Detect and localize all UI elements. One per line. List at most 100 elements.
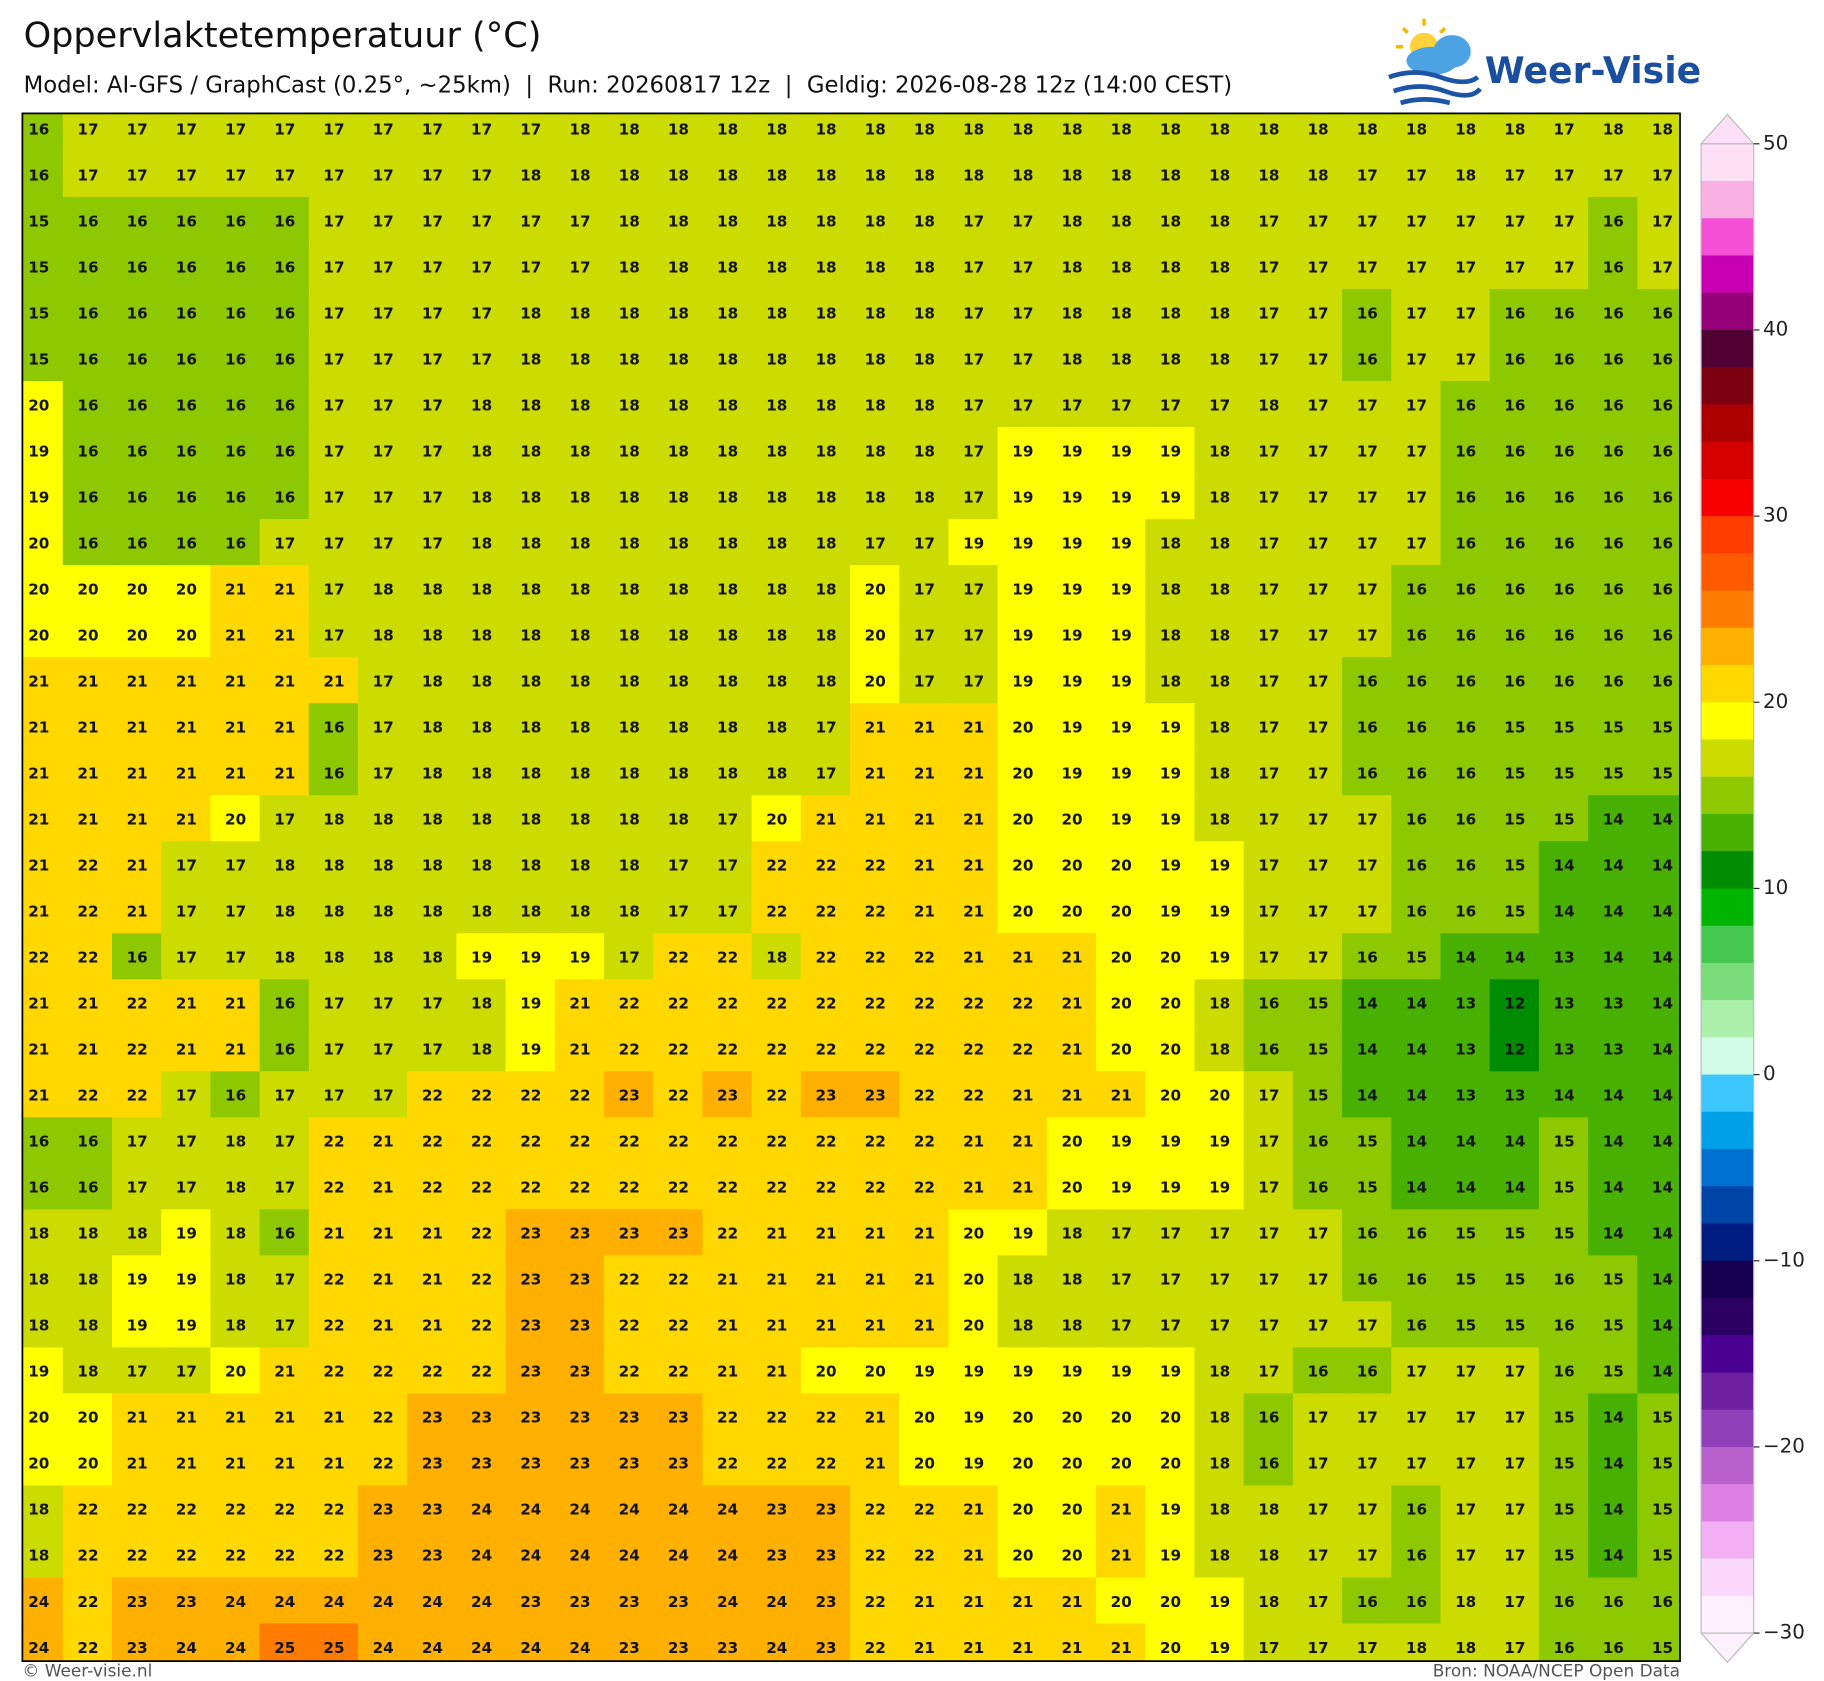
temperature-value: 20 bbox=[1012, 764, 1033, 782]
temperature-value: 16 bbox=[1504, 488, 1525, 506]
temperature-cell bbox=[407, 749, 458, 797]
temperature-cell bbox=[1046, 1393, 1098, 1441]
temperature-cell bbox=[800, 1025, 852, 1073]
temperature-value: 24 bbox=[323, 1593, 344, 1611]
temperature-value: 17 bbox=[1406, 304, 1427, 322]
temperature-cell bbox=[161, 1025, 212, 1073]
temperature-cell bbox=[259, 243, 310, 291]
temperature-cell bbox=[850, 703, 901, 751]
temperature-value: 15 bbox=[1307, 1041, 1328, 1059]
temperature-value: 22 bbox=[422, 1179, 443, 1197]
temperature-value: 18 bbox=[766, 212, 787, 230]
temperature-cell bbox=[800, 289, 852, 337]
temperature-cell bbox=[554, 1209, 606, 1257]
temperature-cell bbox=[259, 1347, 310, 1395]
temperature-value: 17 bbox=[1111, 1317, 1132, 1335]
temperature-cell bbox=[161, 611, 212, 659]
temperature-cell bbox=[1194, 887, 1245, 935]
temperature-cell bbox=[456, 1577, 507, 1625]
temperature-value: 22 bbox=[422, 1087, 443, 1105]
colorbar-segment bbox=[1701, 329, 1754, 368]
temperature-cell bbox=[554, 1163, 606, 1211]
temperature-cell bbox=[1538, 473, 1590, 521]
temperature-value: 22 bbox=[865, 995, 886, 1013]
temperature-cell bbox=[1096, 1531, 1147, 1579]
temperature-value: 21 bbox=[1111, 1639, 1132, 1657]
temperature-cell bbox=[1145, 703, 1196, 751]
temperature-value: 15 bbox=[1554, 1547, 1575, 1565]
temperature-cell bbox=[1588, 565, 1639, 613]
temperature-cell bbox=[948, 289, 999, 337]
temperature-value: 18 bbox=[422, 949, 443, 967]
temperature-cell bbox=[1637, 1531, 1681, 1579]
colorbar-segment bbox=[1701, 1372, 1754, 1411]
temperature-cell bbox=[1194, 1301, 1245, 1349]
temperature-value: 16 bbox=[225, 304, 246, 322]
temperature-value: 17 bbox=[717, 857, 738, 875]
temperature-cell bbox=[210, 1163, 261, 1211]
temperature-cell bbox=[702, 933, 753, 981]
temperature-value: 18 bbox=[619, 350, 640, 368]
temperature-cell bbox=[1538, 703, 1590, 751]
temperature-value: 18 bbox=[569, 810, 590, 828]
temperature-cell bbox=[1046, 197, 1098, 245]
temperature-cell bbox=[456, 1531, 507, 1579]
temperature-cell bbox=[161, 519, 212, 567]
temperature-value: 22 bbox=[471, 1317, 492, 1335]
temperature-cell bbox=[1342, 611, 1393, 659]
temperature-value: 18 bbox=[569, 166, 590, 184]
temperature-value: 14 bbox=[1357, 1041, 1378, 1059]
temperature-cell bbox=[800, 1623, 852, 1662]
temperature-cell bbox=[850, 611, 901, 659]
temperature-value: 18 bbox=[1061, 166, 1082, 184]
temperature-cell bbox=[1145, 427, 1196, 475]
temperature-value: 17 bbox=[1504, 1501, 1525, 1519]
temperature-value: 18 bbox=[963, 120, 984, 138]
temperature-cell bbox=[1588, 289, 1639, 337]
temperature-cell bbox=[948, 657, 999, 705]
temperature-cell bbox=[751, 289, 803, 337]
temperature-cell bbox=[554, 197, 606, 245]
temperature-cell bbox=[800, 381, 852, 429]
temperature-value: 17 bbox=[619, 949, 640, 967]
temperature-cell bbox=[259, 473, 310, 521]
colorbar-segment bbox=[1701, 1074, 1754, 1113]
logo-cloud bbox=[1406, 35, 1471, 75]
temperature-cell bbox=[1292, 197, 1344, 245]
temperature-value: 17 bbox=[1455, 1547, 1476, 1565]
temperature-value: 17 bbox=[1012, 304, 1033, 322]
temperature-value: 16 bbox=[1455, 718, 1476, 736]
temperature-value: 15 bbox=[1504, 1317, 1525, 1335]
temperature-value: 17 bbox=[963, 580, 984, 598]
temperature-cell bbox=[308, 473, 360, 521]
temperature-value: 18 bbox=[668, 580, 689, 598]
temperature-cell bbox=[1342, 243, 1393, 291]
temperature-cell bbox=[1489, 151, 1541, 199]
temperature-cell bbox=[1194, 381, 1245, 429]
temperature-value: 16 bbox=[1652, 442, 1673, 460]
temperature-value: 18 bbox=[914, 396, 935, 414]
temperature-value: 16 bbox=[77, 212, 98, 230]
temperature-cell bbox=[604, 1025, 655, 1073]
temperature-cell bbox=[1391, 289, 1442, 337]
temperature-value: 20 bbox=[176, 580, 197, 598]
temperature-value: 17 bbox=[963, 304, 984, 322]
temperature-value: 18 bbox=[1209, 1501, 1230, 1519]
temperature-value: 18 bbox=[422, 672, 443, 690]
temperature-cell bbox=[800, 473, 852, 521]
temperature-value: 21 bbox=[963, 949, 984, 967]
temperature-cell bbox=[308, 1301, 360, 1349]
temperature-value: 18 bbox=[668, 442, 689, 460]
temperature-cell bbox=[210, 1485, 261, 1533]
temperature-cell bbox=[1046, 151, 1098, 199]
temperature-value: 16 bbox=[1258, 1409, 1279, 1427]
temperature-cell bbox=[1391, 749, 1442, 797]
temperature-cell bbox=[1391, 1025, 1442, 1073]
temperature-value: 18 bbox=[619, 626, 640, 644]
temperature-cell bbox=[1391, 381, 1442, 429]
temperature-value: 24 bbox=[28, 1593, 49, 1611]
temperature-cell bbox=[899, 197, 950, 245]
temperature-cell bbox=[1391, 1071, 1442, 1119]
temperature-cell bbox=[505, 887, 556, 935]
temperature-value: 17 bbox=[1307, 1501, 1328, 1519]
